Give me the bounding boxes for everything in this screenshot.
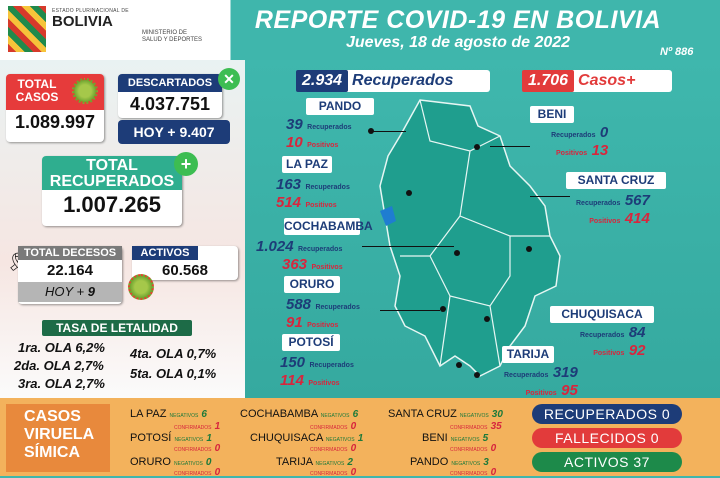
dept-data-pando: 39 Recuperados 10 Positivos xyxy=(286,116,352,151)
active-value: 60.568 xyxy=(162,262,208,279)
discarded-value: 4.037.751 xyxy=(129,94,211,114)
mpox-row-tarija: TARIJA NEGATIVOS 2 xyxy=(276,456,353,468)
mpox-row-cochabamba: COCHABAMBA NEGATIVOS 6 xyxy=(240,408,359,420)
connector-line xyxy=(370,131,406,132)
mpox-row-la-paz: LA PAZ NEGATIVOS 6 xyxy=(130,408,207,420)
dept-data-oruro: 588 Recuperados 91 Positivos xyxy=(286,296,360,331)
deaths-today: HOY + 9 xyxy=(18,282,122,302)
map-dot xyxy=(456,362,462,368)
map-dot xyxy=(406,190,412,196)
mpox-row-pando: PANDO NEGATIVOS 3 xyxy=(410,456,489,468)
bolivia-shield-logo xyxy=(6,4,48,54)
mpox-conf-chuquisaca: CONFIRMADOS 0 xyxy=(310,443,357,454)
dept-data-chuquisaca: Recuperados 84 Positivos 92 xyxy=(580,324,646,359)
mourning-ribbon-icon: 🎗 xyxy=(6,252,29,274)
map-dot xyxy=(484,316,490,322)
map-dot xyxy=(474,372,480,378)
plus-circle-icon: + xyxy=(174,152,198,176)
connector-line xyxy=(490,146,530,147)
dept-data-tarija: Recuperados 319 Positivos 95 xyxy=(504,364,578,399)
total-cases-card: TOTAL CASOS 1.089.997 xyxy=(6,74,104,142)
header xyxy=(0,0,720,60)
total-cases-value: 1.089.997 xyxy=(14,112,96,132)
wave-3: 3ra. OLA 2,7% xyxy=(18,376,105,391)
deaths-value: 22.164 xyxy=(47,262,93,279)
deaths-card: TOTAL DECESOS 22.164 HOY + 9 xyxy=(18,246,122,304)
wave-4: 4ta. OLA 0,7% xyxy=(130,346,217,361)
dept-name-santa-cruz: SANTA CRUZ xyxy=(566,172,666,189)
connector-line xyxy=(362,246,454,247)
bolivia-map xyxy=(379,99,561,377)
mpox-conf-santa-cruz: CONFIRMADOS 35 xyxy=(450,421,502,432)
page-title: REPORTE COVID-19 EN BOLIVIA xyxy=(254,6,662,34)
dept-data-la-paz: 163 Recuperados 514 Positivos xyxy=(276,176,350,211)
dept-data-potosi: 150 Recuperados 114 Positivos xyxy=(280,354,354,389)
dept-name-oruro: ORURO xyxy=(284,276,340,293)
mpox-conf-pando: CONFIRMADOS 0 xyxy=(450,467,497,478)
dept-name-cochabamba: COCHABAMBA xyxy=(284,218,373,235)
monkeypox-title: CASOS VIRUELA SÍMICA xyxy=(6,404,110,472)
dept-data-beni: Recuperados 0 Positivos 13 xyxy=(551,124,609,159)
ministry-logo: ESTADO PLURINACIONAL DE BOLIVIA MINISTER… xyxy=(52,8,222,52)
dept-name-pando: PANDO xyxy=(306,98,374,115)
mpox-row-chuquisaca: CHUQUISACA NEGATIVOS 1 xyxy=(250,432,364,444)
daily-cases: 1.706 Casos+ xyxy=(522,70,672,92)
discarded-label: DESCARTADOS xyxy=(118,74,222,92)
mpox-row-beni: BENI NEGATIVOS 5 xyxy=(422,432,489,444)
total-recovered-value: 1.007.265 xyxy=(63,192,161,217)
dept-name-potosi: POTOSÍ xyxy=(282,334,340,351)
mpox-conf-beni: CONFIRMADOS 0 xyxy=(450,443,497,454)
daily-recovered: 2.934 Recuperados xyxy=(296,70,490,92)
wave-1: 1ra. OLA 6,2% xyxy=(18,340,105,355)
mpox-conf-la-paz: CONFIRMADOS 1 xyxy=(174,421,221,432)
mpox-deceased: FALLECIDOS 0 xyxy=(532,428,682,448)
map-dot xyxy=(454,250,460,256)
active-label: ACTIVOS xyxy=(132,246,198,260)
lethality-title: TASA DE LETALIDAD xyxy=(42,320,192,336)
total-recovered-card: TOTAL RECUPERADOS + 1.007.265 xyxy=(42,152,198,226)
virus-icon xyxy=(72,78,98,104)
discarded-card: DESCARTADOS ✕ 4.037.751 HOY + 9.407 xyxy=(118,68,240,146)
mpox-row-potosi: POTOSÍ NEGATIVOS 1 xyxy=(130,432,212,444)
dept-name-la-paz: LA PAZ xyxy=(282,156,332,173)
mpox-active: ACTIVOS 37 xyxy=(532,452,682,472)
connector-line xyxy=(530,196,570,197)
dept-data-santa-cruz: Recuperados 567 Positivos 414 xyxy=(576,192,650,227)
map-dot xyxy=(526,246,532,252)
map-dot xyxy=(440,306,446,312)
report-number: Nº 886 xyxy=(660,46,694,58)
deaths-label: TOTAL DECESOS xyxy=(18,246,122,260)
dept-name-chuquisaca: CHUQUISACA xyxy=(550,306,654,323)
wave-5: 5ta. OLA 0,1% xyxy=(130,366,217,381)
country-label: BOLIVIA xyxy=(52,13,113,30)
mpox-conf-tarija: CONFIRMADOS 0 xyxy=(310,467,357,478)
map-dot xyxy=(474,144,480,150)
dept-data-cochabamba: 1.024 Recuperados 363 Positivos xyxy=(256,238,343,273)
dept-name-beni: BENI xyxy=(530,106,574,123)
virus-icon xyxy=(128,274,154,300)
mpox-row-santa-cruz: SANTA CRUZ NEGATIVOS 30 xyxy=(388,408,503,420)
active-card: ACTIVOS 60.568 xyxy=(128,246,238,300)
report-date: Jueves, 18 de agosto de 2022 xyxy=(345,34,571,51)
discarded-today: HOY + 9.407 xyxy=(118,120,230,144)
dept-name-tarija: TARIJA xyxy=(502,346,554,363)
total-recovered-label: TOTAL RECUPERADOS xyxy=(42,156,182,190)
state-label: ESTADO PLURINACIONAL DE xyxy=(52,8,129,14)
ministry-label: MINISTERIO DE SALUD Y DEPORTES xyxy=(142,30,203,43)
mpox-recovered: RECUPERADOS 0 xyxy=(532,404,682,424)
mpox-row-oruro: ORURO NEGATIVOS 0 xyxy=(130,456,212,468)
mpox-conf-cochabamba: CONFIRMADOS 0 xyxy=(310,421,357,432)
mpox-conf-potosi: CONFIRMADOS 0 xyxy=(174,443,221,454)
close-circle-icon: ✕ xyxy=(218,68,240,90)
connector-line xyxy=(380,310,440,311)
mpox-conf-oruro: CONFIRMADOS 0 xyxy=(174,467,221,478)
wave-2: 2da. OLA 2,7% xyxy=(14,358,104,373)
